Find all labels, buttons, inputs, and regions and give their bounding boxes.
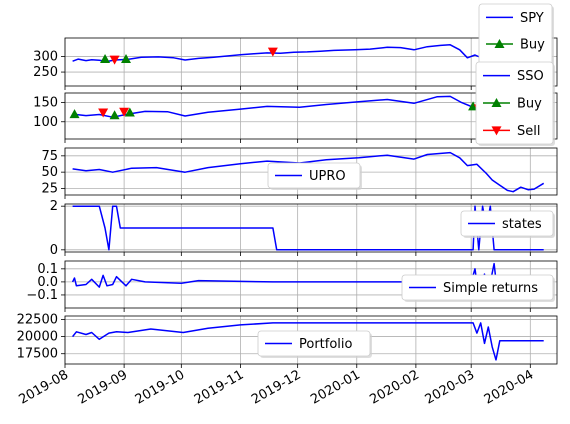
y-tick-label: 2 [50, 199, 58, 214]
sell-marker [268, 48, 278, 57]
x-tick-label: 2020-02 [367, 367, 422, 407]
legend-label: Sell [517, 124, 540, 139]
legend-label: UPRO [309, 169, 346, 184]
y-tick-label: 50 [41, 165, 58, 180]
x-tick-label: 2019-12 [249, 367, 304, 407]
y-tick-label: 300 [33, 50, 58, 65]
legend: Portfolio [258, 331, 372, 358]
legend-label: SPY [520, 11, 544, 26]
y-tick-label: 25 [41, 181, 58, 196]
x-tick-label: 2019-09 [76, 367, 131, 407]
legend: states [461, 211, 555, 238]
subplot-2: 100 150 SSO Buy Sell [33, 62, 557, 146]
legend: Simple returns [402, 275, 555, 302]
plot-area [73, 45, 544, 81]
legend-label: Simple returns [443, 281, 538, 296]
plot-area [70, 96, 531, 134]
subplot-4: 0 2 states [50, 199, 557, 258]
x-tick-label: 2019-11 [192, 367, 247, 407]
y-tick-label: −0.1 [26, 288, 58, 303]
y-tick-label: 22500 [17, 312, 58, 327]
y-tick-label: 100 [33, 115, 58, 130]
y-tick-label: 0 [50, 243, 58, 258]
legend-label: Portfolio [299, 337, 353, 352]
legend-label: Buy [517, 97, 542, 112]
x-tick-label: 2019-08 [16, 367, 71, 407]
subplot-5: −0.10.00.1 Simple returns [26, 261, 557, 312]
y-tick-label: 0.1 [37, 262, 58, 277]
series-line-spy [73, 45, 544, 81]
legend-label: states [502, 217, 542, 232]
y-tick-label: 0.0 [37, 275, 58, 290]
y-tick-label: 75 [41, 149, 58, 164]
y-tick-label: 250 [33, 65, 58, 80]
y-tick-label: 20000 [17, 330, 58, 345]
buy-marker [110, 110, 120, 119]
x-tick-label: 2020-03 [423, 367, 478, 407]
x-tick-label: 2019-10 [133, 367, 188, 407]
y-tick-label: 17500 [17, 347, 58, 362]
buy-marker [100, 54, 110, 63]
legend-label: Buy [520, 38, 545, 53]
legend: SSO Buy Sell [476, 62, 555, 146]
legend: UPRO [268, 163, 362, 190]
legend-label: SSO [517, 69, 544, 84]
buy-marker [70, 109, 80, 118]
subplot-6: 17500 20000 22500 Portfolio [17, 312, 557, 368]
y-tick-label: 150 [33, 96, 58, 111]
series-line-sso [73, 96, 531, 134]
x-tick-label: 2020-01 [308, 367, 363, 407]
x-tick-label: 2020-04 [482, 367, 537, 407]
